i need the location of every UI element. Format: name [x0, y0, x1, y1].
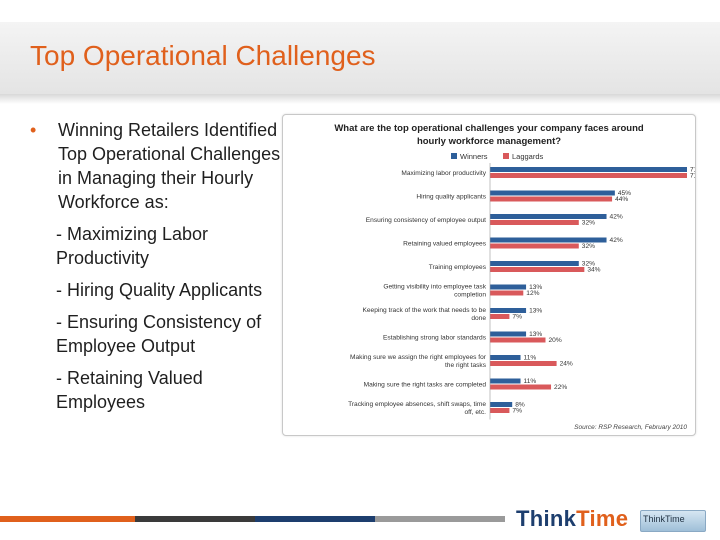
sub-item-3: - Ensuring Consistency of Employee Outpu… — [56, 312, 262, 356]
category-label: Making sure we assign the right employee… — [350, 354, 487, 361]
bar-laggards — [490, 408, 510, 413]
thinktime-logo: ThinkTime — [516, 506, 628, 532]
chart-source: Source: RSP Research, February 2010 — [574, 424, 687, 431]
badge-text: ThinkTime — [643, 514, 685, 524]
chart-title-line1: What are the top operational challenges … — [334, 123, 644, 134]
data-label: 32% — [582, 261, 595, 268]
legend-swatch-winners — [451, 153, 457, 159]
thinktime-badge: ThinkTime — [640, 510, 706, 532]
data-label: 42% — [610, 214, 623, 221]
category-label: Hiring quality applicants — [416, 194, 486, 201]
footer-stripe-blue — [255, 516, 375, 522]
bar-laggards — [490, 267, 585, 272]
bar-laggards — [490, 243, 579, 249]
category-label: Tracking employee absences, shift swaps,… — [348, 401, 486, 408]
data-label: 13% — [529, 308, 542, 315]
sub-item-4: - Retaining Valued Employees — [56, 368, 203, 412]
data-label: 8% — [515, 402, 525, 409]
slide-title: Top Operational Challenges — [30, 40, 376, 71]
bar-laggards — [490, 290, 524, 296]
data-label: 11% — [524, 378, 537, 385]
data-label: 32% — [582, 220, 595, 227]
bar-laggards — [490, 196, 613, 202]
category-label: Establishing strong labor standards — [383, 335, 487, 342]
category-label: Retaining valued employees — [403, 241, 487, 248]
data-label: 42% — [610, 237, 623, 244]
category-label: Keeping track of the work that needs to … — [362, 307, 486, 314]
category-label: Ensuring consistency of employee output — [366, 217, 486, 224]
category-label: the right tasks — [445, 362, 487, 369]
footer-stripe-gray — [375, 516, 505, 522]
logo-part2: Time — [576, 506, 629, 531]
logo-part1: Think — [516, 506, 577, 531]
bar-chart: What are the top operational challenges … — [334, 123, 695, 431]
bar-winners — [490, 308, 527, 313]
data-label: 24% — [560, 361, 573, 368]
category-label: Training employees — [429, 264, 487, 271]
bullet-list: • Winning Retailers Identified Top Opera… — [28, 118, 283, 414]
bullet-main-text: Winning Retailers Identified Top Operati… — [58, 120, 281, 212]
bar-winners — [490, 355, 521, 360]
data-label: 71% — [690, 173, 695, 180]
category-label: Getting visibility into employee task — [383, 284, 486, 291]
data-label: 12% — [526, 290, 539, 297]
legend-label-winners: Winners — [460, 152, 488, 161]
bar-winners — [490, 261, 579, 266]
bar-winners — [490, 237, 607, 243]
bar-winners — [490, 167, 687, 172]
bullet-dot: • — [30, 120, 37, 140]
legend-swatch-laggards — [503, 153, 509, 159]
data-label: 22% — [554, 384, 567, 391]
category-label: off, etc. — [464, 409, 486, 416]
category-label: Making sure the right tasks are complete… — [364, 382, 487, 389]
bar-winners — [490, 378, 521, 384]
bar-laggards — [490, 337, 546, 343]
bar-laggards — [490, 220, 579, 225]
data-label: 7% — [512, 408, 522, 415]
category-label: done — [471, 315, 486, 322]
header-shadow — [0, 94, 720, 104]
bar-winners — [490, 190, 615, 196]
bar-laggards — [490, 314, 510, 319]
bar-winners — [490, 402, 513, 407]
category-label: completion — [454, 292, 486, 299]
category-label: Maximizing labor productivity — [401, 170, 486, 177]
data-label: 44% — [615, 196, 628, 203]
bar-laggards — [490, 173, 687, 178]
data-label: 34% — [587, 267, 600, 274]
sub-item-2: - Hiring Quality Applicants — [56, 280, 263, 300]
bar-winners — [490, 331, 527, 337]
data-label: 45% — [618, 190, 631, 197]
sub-item-1: - Maximizing Labor Productivity — [56, 224, 209, 268]
data-label: 32% — [582, 243, 595, 250]
data-label: 71% — [690, 167, 695, 174]
bar-winners — [490, 284, 527, 290]
bar-laggards — [490, 384, 552, 390]
data-label: 11% — [524, 355, 537, 362]
data-label: 7% — [512, 314, 522, 321]
bar-laggards — [490, 361, 557, 366]
bar-winners — [490, 214, 607, 219]
chart-title-line2: hourly workforce management? — [417, 136, 561, 147]
data-label: 13% — [529, 331, 542, 338]
footer-stripe-orange — [0, 516, 135, 522]
data-label: 13% — [529, 284, 542, 291]
chart-frame: What are the top operational challenges … — [282, 114, 696, 436]
footer-stripe-dark — [135, 516, 255, 522]
data-label: 20% — [548, 337, 561, 344]
header-band — [0, 22, 720, 94]
legend-label-laggards: Laggards — [512, 152, 544, 161]
